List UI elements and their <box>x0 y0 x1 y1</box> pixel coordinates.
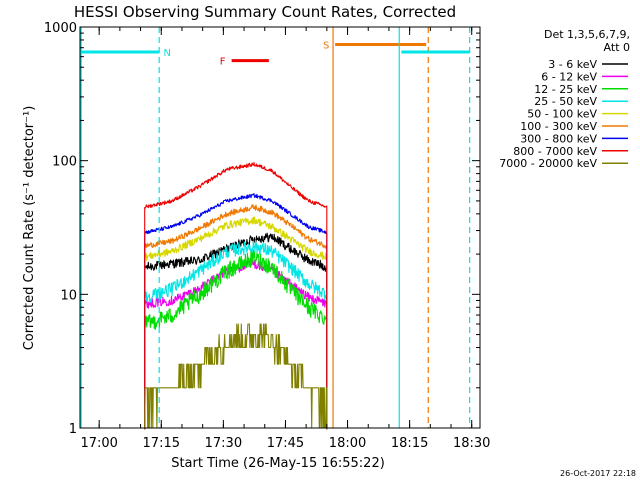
y-tick-label: 100 <box>52 155 77 170</box>
marker-label: S <box>323 40 329 51</box>
x-axis-label: Start Time (26-May-15 16:55:22) <box>171 456 385 471</box>
series-line-800to7000keV <box>144 161 328 430</box>
y-axis-label: Corrected Count Rate (s⁻¹ detector⁻¹) <box>22 106 37 351</box>
x-tick-label: 18:00 <box>329 436 366 451</box>
legend-entry-label: 25 - 50 keV <box>534 95 597 108</box>
axis-ticks: 17:00 17:15 17:30 17:45 18:00 18:15 18:30 1 10 10… <box>44 21 491 451</box>
marker-label: N <box>163 48 170 59</box>
x-tick-label: 17:30 <box>205 436 242 451</box>
y-tick-label: 1000 <box>44 21 77 36</box>
legend-entry-label: 300 - 800 keV <box>520 132 597 145</box>
series-line-3to6keV <box>144 232 328 430</box>
x-tick-label: 18:15 <box>391 436 428 451</box>
chart-title: HESSI Observing Summary Count Rates, Cor… <box>74 3 456 21</box>
marker-label: F <box>220 57 226 68</box>
legend-entry-label: 50 - 100 keV <box>527 108 597 121</box>
legend-entry-label: 6 - 12 keV <box>541 70 597 83</box>
legend-entry-label: 800 - 7000 keV <box>513 145 597 158</box>
x-tick-label: 18:30 <box>453 436 490 451</box>
legend-header-line-1: Det 1,3,5,6,7,9, <box>544 28 630 41</box>
plot-frame <box>79 26 481 429</box>
series-line-25to50keV <box>144 239 328 430</box>
observing-markers: N F S <box>80 27 471 428</box>
series-layer <box>144 161 328 430</box>
y-tick-label: 1 <box>69 422 77 437</box>
footer-timestamp: 26-Oct-2017 22:18 <box>560 469 636 478</box>
x-tick-label: 17:15 <box>143 436 180 451</box>
legend-entry-label: 100 - 300 keV <box>520 120 597 133</box>
series-line-12to25keV <box>144 249 328 430</box>
y-tick-label: 10 <box>60 288 77 303</box>
series-line-7000to20000keV <box>144 323 328 430</box>
x-tick-label: 17:45 <box>267 436 304 451</box>
x-tick-label: 17:00 <box>80 436 117 451</box>
legend-entry-label: 3 - 6 keV <box>548 58 597 71</box>
legend-entry-label: 12 - 25 keV <box>534 83 597 96</box>
series-line-100to300keV <box>144 204 328 430</box>
legend-entry-label: 7000 - 20000 keV <box>499 157 597 170</box>
series-line-300to800keV <box>144 193 328 430</box>
legend-header-line-2: Att 0 <box>604 41 630 54</box>
series-line-50to100keV <box>144 216 328 430</box>
